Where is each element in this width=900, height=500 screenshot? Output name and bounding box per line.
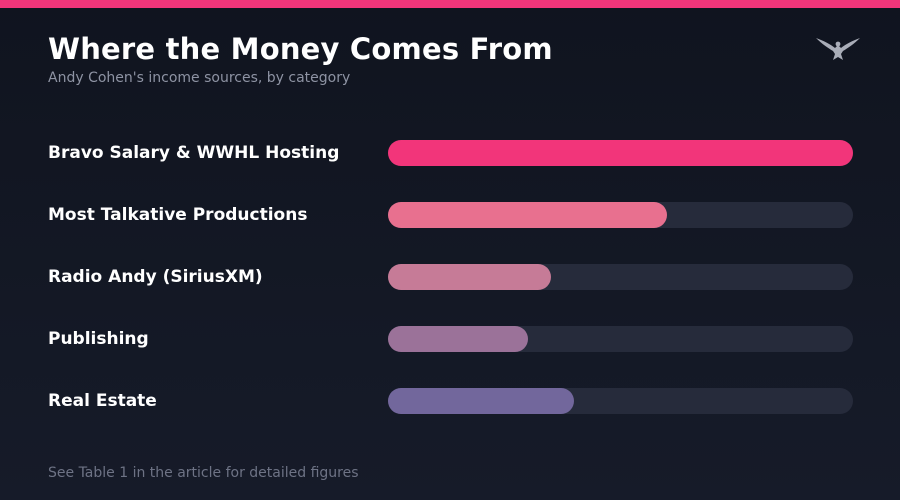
bar-track <box>388 326 853 352</box>
bar <box>388 326 528 352</box>
bar <box>388 202 667 228</box>
bar <box>388 388 574 414</box>
bar-label: Publishing <box>48 329 149 349</box>
accent-top-bar <box>0 0 900 8</box>
eagle-logo-icon <box>816 38 860 60</box>
bar-track <box>388 388 853 414</box>
bar-track <box>388 140 853 166</box>
bar <box>388 140 853 166</box>
bar-track <box>388 202 853 228</box>
chart-subtitle: Andy Cohen's income sources, by category <box>48 70 351 86</box>
bar-track <box>388 264 853 290</box>
bar-label: Bravo Salary & WWHL Hosting <box>48 143 340 163</box>
chart-title: Where the Money Comes From <box>48 32 553 66</box>
footnote: See Table 1 in the article for detailed … <box>48 465 359 481</box>
bar <box>388 264 551 290</box>
bar-label: Most Talkative Productions <box>48 205 308 225</box>
bar-label: Real Estate <box>48 391 157 411</box>
bar-label: Radio Andy (SiriusXM) <box>48 267 263 287</box>
